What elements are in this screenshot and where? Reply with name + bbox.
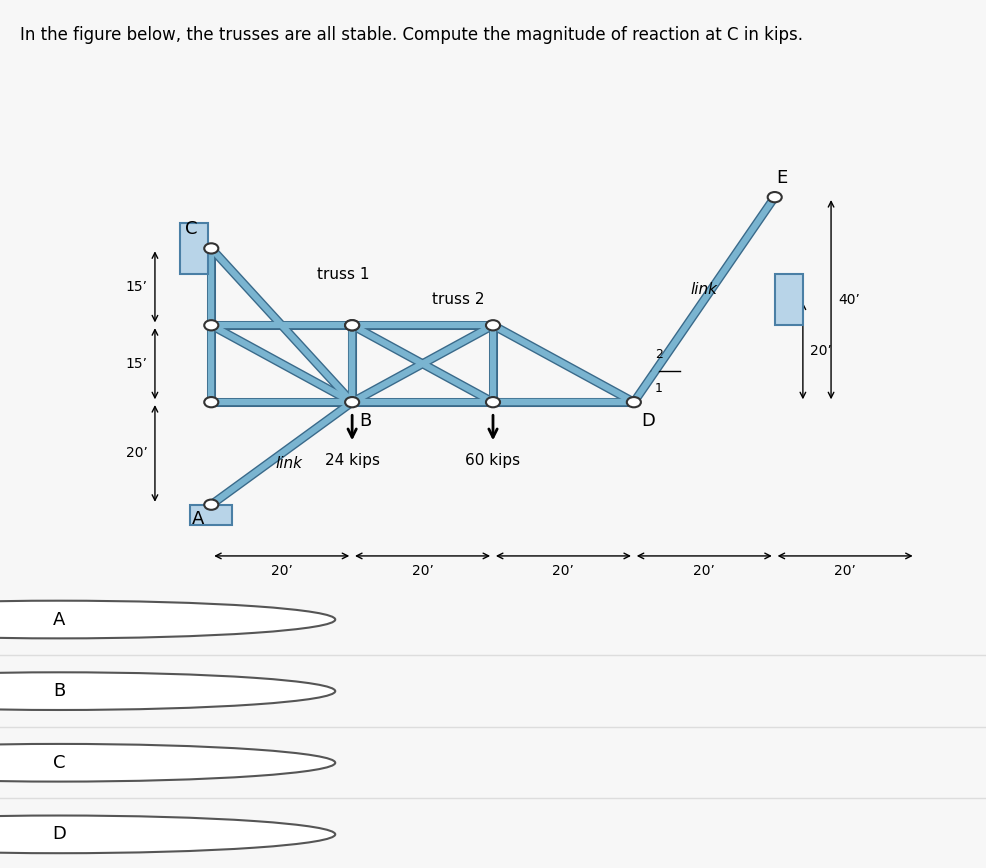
Circle shape: [486, 397, 500, 407]
FancyBboxPatch shape: [190, 504, 233, 525]
Circle shape: [0, 744, 335, 781]
Text: 20’: 20’: [126, 446, 148, 460]
Text: 20’: 20’: [271, 563, 293, 577]
Text: 52.06: 52.06: [138, 610, 189, 628]
Text: link: link: [275, 457, 303, 471]
Text: 20’: 20’: [834, 563, 856, 577]
Circle shape: [0, 673, 335, 710]
Text: 24 kips: 24 kips: [324, 453, 380, 469]
Text: C: C: [53, 753, 65, 772]
Text: 2: 2: [655, 348, 663, 361]
Text: link: link: [690, 282, 717, 297]
Text: 40.83: 40.83: [138, 682, 189, 700]
FancyBboxPatch shape: [179, 223, 208, 274]
Text: 20’: 20’: [693, 563, 715, 577]
Text: A: A: [192, 510, 204, 528]
Text: 60 kips: 60 kips: [465, 453, 521, 469]
Text: D: D: [641, 412, 655, 431]
Text: 31.15: 31.15: [138, 753, 189, 772]
Circle shape: [345, 320, 359, 331]
Text: In the figure below, the trusses are all stable. Compute the magnitude of reacti: In the figure below, the trusses are all…: [20, 26, 803, 44]
FancyBboxPatch shape: [775, 274, 803, 326]
Text: C: C: [184, 220, 197, 238]
Circle shape: [345, 397, 359, 407]
Text: truss 1: truss 1: [317, 266, 370, 281]
Circle shape: [486, 320, 500, 331]
Circle shape: [345, 320, 359, 331]
Circle shape: [627, 397, 641, 407]
Circle shape: [0, 816, 335, 853]
Text: A: A: [53, 610, 65, 628]
Text: 40’: 40’: [838, 293, 860, 306]
Text: D: D: [52, 825, 66, 844]
Text: B: B: [359, 412, 372, 431]
Circle shape: [204, 243, 218, 253]
Text: 38.40: 38.40: [138, 825, 189, 844]
Text: truss 2: truss 2: [432, 293, 484, 307]
Circle shape: [768, 192, 782, 202]
Circle shape: [204, 320, 218, 331]
Text: E: E: [776, 169, 788, 187]
Text: 15’: 15’: [126, 357, 148, 371]
Circle shape: [204, 397, 218, 407]
Text: 20’: 20’: [552, 563, 575, 577]
Text: 20’: 20’: [810, 344, 832, 358]
Text: 15’: 15’: [126, 279, 148, 294]
Circle shape: [0, 601, 335, 638]
Text: B: B: [53, 682, 65, 700]
Text: 1: 1: [655, 382, 663, 395]
Circle shape: [204, 500, 218, 510]
Text: 20’: 20’: [411, 563, 434, 577]
